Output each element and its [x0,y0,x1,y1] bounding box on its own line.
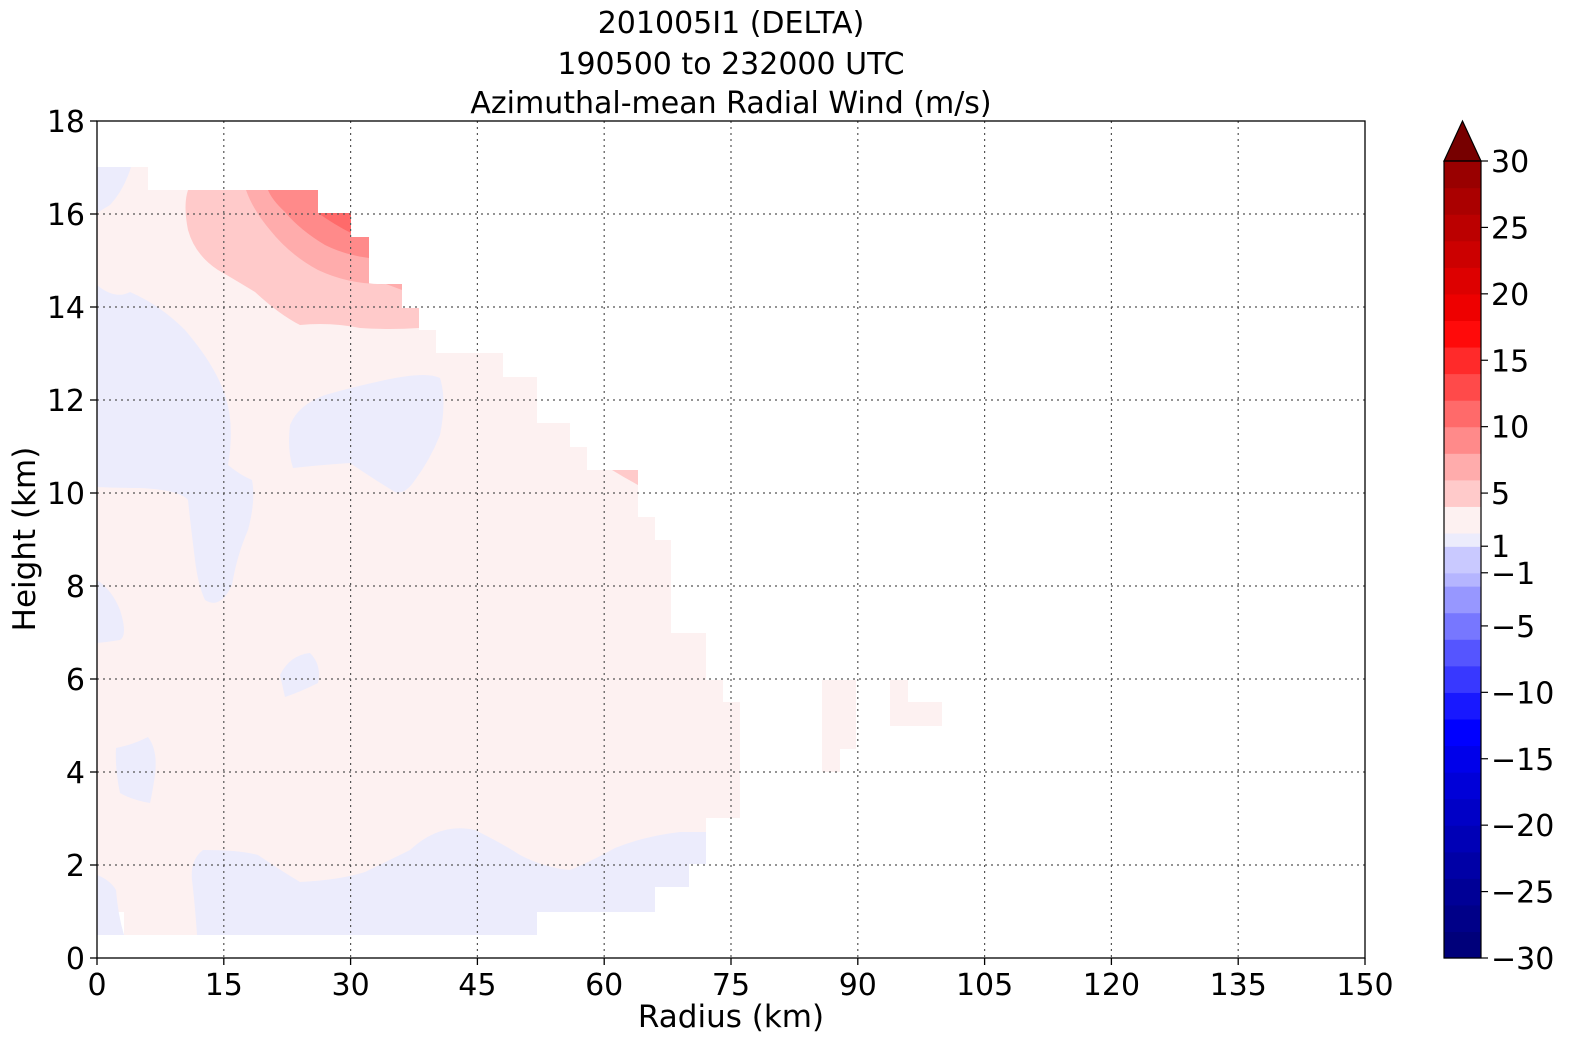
x-tick-label: 30 [332,968,370,1003]
contour-weak-negative-small-blob [280,653,319,697]
x-tick-label: 15 [205,968,243,1003]
contour-weak-positive-main [97,167,740,935]
y-tick-label: 0 [66,942,85,977]
colorbar-tick-label: 10 [1491,411,1529,446]
colorbar-band [1444,851,1481,879]
x-tick-label: 75 [712,968,750,1003]
contour-weak-negative-top-left [97,167,131,213]
colorbar-band [1444,161,1481,189]
contour-weak-negative-left-lower [97,580,124,643]
colorbar-tick-label: −1 [1491,557,1535,592]
y-axis: 0 2 4 6 8 10 12 14 16 18 [47,105,97,977]
y-tick-label: 2 [66,849,85,884]
colorbar-tick-label: 20 [1491,278,1529,313]
contour-weak-negative-center-blob [289,375,444,493]
x-tick-label: 60 [585,968,623,1003]
colorbar-tick-label: −25 [1491,876,1554,911]
contour-level-2-4-small [612,470,638,485]
colorbar-band [1444,293,1481,321]
x-tick-label: 105 [956,968,1013,1003]
x-axis: 0 15 30 45 60 75 90 105 120 135 150 [87,958,1394,1003]
colorbar-band [1444,346,1481,375]
x-tick-label: 135 [1210,968,1267,1003]
x-tick-label: 0 [87,968,106,1003]
colorbar-frame [1443,160,1482,959]
colorbar-band [1444,214,1481,242]
colorbar-band [1444,453,1481,481]
colorbar-band [1444,572,1481,587]
colorbar-band [1444,586,1481,614]
colorbar-tick-label: 1 [1491,530,1510,565]
y-tick-label: 12 [47,384,85,419]
x-tick-label: 45 [458,968,496,1003]
colorbar-band [1444,546,1481,574]
contour-weak-positive-patch-2 [890,680,942,726]
x-tick-label: 90 [839,968,877,1003]
y-tick-label: 18 [47,105,85,140]
colorbar-tick-label: −10 [1491,676,1554,711]
y-tick-label: 10 [47,477,85,512]
x-axis-label: Radius (km) [638,999,824,1035]
y-tick-label: 16 [47,198,85,233]
y-tick-label: 8 [66,570,85,605]
colorbar-extend-arrow [1443,119,1482,162]
y-tick-label: 6 [66,663,85,698]
colorbar-tick-label: 25 [1491,211,1529,246]
colorbar-band [1444,267,1481,295]
colorbar-band [1444,825,1481,853]
y-axis-label: Height (km) [7,447,43,632]
colorbar-band [1444,426,1481,454]
x-tick-label: 120 [1083,968,1140,1003]
contour-weak-negative-low-left [115,737,156,803]
colorbar-band [1444,506,1481,534]
colorbar-band [1444,692,1481,720]
colorbar-band [1444,772,1481,800]
contour-level-8-10 [318,213,351,233]
colorbar-tick-label: 30 [1491,145,1529,180]
colorbar-tick-label: 15 [1491,344,1529,379]
colorbar-band [1444,532,1481,547]
colorbar-band [1444,320,1481,348]
colorbar-band [1444,479,1481,507]
x-tick-label: 150 [1336,968,1393,1003]
colorbar-band [1444,187,1481,215]
colorbar-band [1444,612,1481,640]
colorbar-tick-label: 5 [1491,477,1510,512]
colorbar-tick-label: −15 [1491,743,1554,778]
contour-level-4-6-small [386,284,402,290]
contour-weak-negative-bottom-left-corner [97,875,124,935]
colorbar-band [1444,878,1481,906]
grid-lines [97,121,1365,958]
colorbar-band [1444,798,1481,826]
colorbar-band [1444,373,1481,401]
colorbar-band [1444,718,1481,747]
colorbar-band [1444,240,1481,268]
colorbar: 30 25 20 15 10 5 1−1 −5 −10 −15 −20 −25 −30 [1443,119,1554,977]
contour-weak-negative-bottom-band [191,828,706,935]
colorbar-band [1444,904,1481,933]
contour-weak-negative-left-column [97,285,254,603]
colorbar-band [1444,745,1481,773]
colorbar-band [1444,931,1481,959]
colorbar-tick-label: −30 [1491,942,1554,977]
colorbar-tick-label: −5 [1491,610,1535,645]
colorbar-band [1444,665,1481,693]
colorbar-tick-label: −20 [1491,809,1554,844]
contour-level-6-8 [268,190,369,258]
y-tick-label: 4 [66,756,85,791]
chart-title-line-3: Azimuthal-mean Radial Wind (m/s) [470,86,991,121]
y-tick-label: 14 [47,291,85,326]
contour-weak-positive-patch-1 [822,680,856,772]
colorbar-band [1444,400,1481,428]
chart-title-line-1: 201005I1 (DELTA) [598,6,865,41]
colorbar-band [1444,639,1481,667]
chart-title-line-2: 190500 to 232000 UTC [557,47,904,82]
plot-area [97,121,1365,958]
